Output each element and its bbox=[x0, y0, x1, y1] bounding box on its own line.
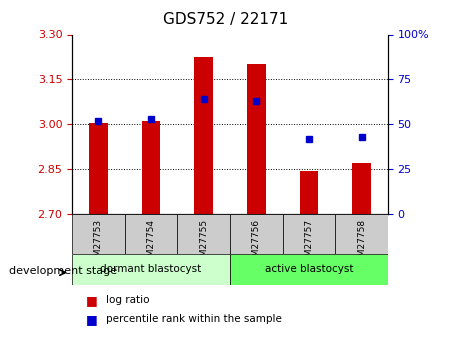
Text: GSM27754: GSM27754 bbox=[147, 219, 156, 268]
Text: GSM27755: GSM27755 bbox=[199, 219, 208, 268]
Bar bbox=[177, 214, 230, 254]
Text: log ratio: log ratio bbox=[106, 295, 149, 305]
Bar bbox=[72, 214, 125, 254]
Text: dormant blastocyst: dormant blastocyst bbox=[101, 264, 202, 274]
Bar bbox=[247, 65, 266, 214]
Text: ■: ■ bbox=[86, 313, 97, 326]
Bar bbox=[335, 214, 388, 254]
Bar bbox=[142, 121, 160, 214]
Text: GSM27758: GSM27758 bbox=[357, 219, 366, 268]
Text: GSM27757: GSM27757 bbox=[304, 219, 313, 268]
Bar bbox=[125, 214, 177, 254]
Text: percentile rank within the sample: percentile rank within the sample bbox=[106, 314, 282, 324]
Bar bbox=[352, 163, 371, 214]
Text: GSM27756: GSM27756 bbox=[252, 219, 261, 268]
Text: development stage: development stage bbox=[9, 266, 117, 276]
Text: GDS752 / 22171: GDS752 / 22171 bbox=[163, 12, 288, 27]
Bar bbox=[230, 254, 388, 285]
Text: active blastocyst: active blastocyst bbox=[265, 264, 353, 274]
Text: GSM27753: GSM27753 bbox=[94, 219, 103, 268]
Bar bbox=[283, 214, 335, 254]
Bar bbox=[194, 57, 213, 214]
Bar bbox=[230, 214, 283, 254]
Bar bbox=[72, 254, 230, 285]
Bar bbox=[89, 123, 108, 214]
Bar bbox=[300, 170, 318, 214]
Text: ■: ■ bbox=[86, 294, 97, 307]
